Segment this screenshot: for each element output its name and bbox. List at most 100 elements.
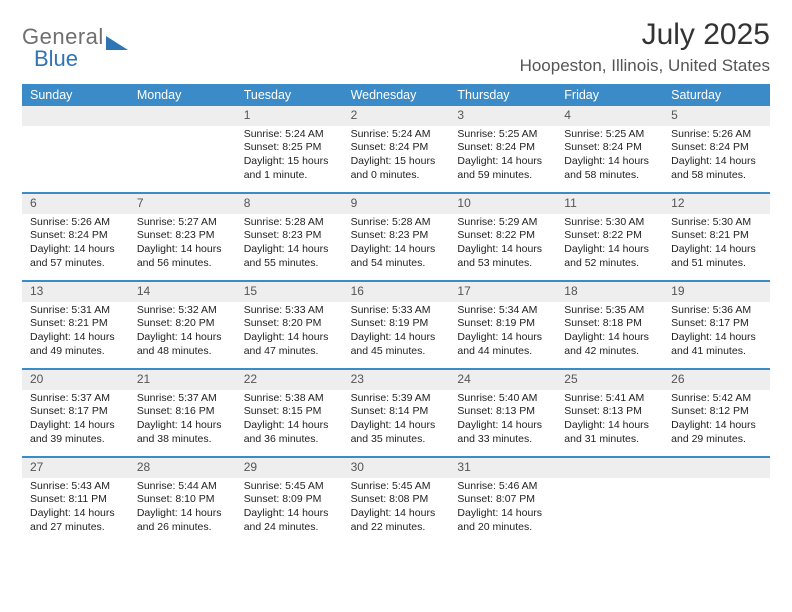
daylight-text-1: Daylight: 14 hours (564, 243, 655, 257)
daylight-text-2: and 26 minutes. (137, 521, 228, 535)
daylight-text-1: Daylight: 14 hours (244, 331, 335, 345)
calendar-cell: 1Sunrise: 5:24 AMSunset: 8:25 PMDaylight… (236, 106, 343, 192)
col-sunday: Sunday (22, 84, 129, 106)
day-number: 9 (343, 194, 450, 214)
calendar-cell: 8Sunrise: 5:28 AMSunset: 8:23 PMDaylight… (236, 194, 343, 280)
day-body: Sunrise: 5:24 AMSunset: 8:24 PMDaylight:… (343, 126, 450, 187)
day-body (129, 126, 236, 186)
sunrise-text: Sunrise: 5:45 AM (351, 480, 442, 494)
daylight-text-1: Daylight: 14 hours (457, 419, 548, 433)
daylight-text-1: Daylight: 14 hours (457, 155, 548, 169)
day-body: Sunrise: 5:27 AMSunset: 8:23 PMDaylight:… (129, 214, 236, 275)
calendar-cell: 27Sunrise: 5:43 AMSunset: 8:11 PMDayligh… (22, 458, 129, 544)
day-body: Sunrise: 5:44 AMSunset: 8:10 PMDaylight:… (129, 478, 236, 539)
day-number: 18 (556, 282, 663, 302)
calendar-cell: 2Sunrise: 5:24 AMSunset: 8:24 PMDaylight… (343, 106, 450, 192)
day-number: 23 (343, 370, 450, 390)
col-friday: Friday (556, 84, 663, 106)
day-body: Sunrise: 5:31 AMSunset: 8:21 PMDaylight:… (22, 302, 129, 363)
sunrise-text: Sunrise: 5:28 AM (351, 216, 442, 230)
sunrise-text: Sunrise: 5:30 AM (564, 216, 655, 230)
daylight-text-1: Daylight: 15 hours (351, 155, 442, 169)
sunrise-text: Sunrise: 5:29 AM (457, 216, 548, 230)
daylight-text-2: and 56 minutes. (137, 257, 228, 271)
day-body: Sunrise: 5:39 AMSunset: 8:14 PMDaylight:… (343, 390, 450, 451)
sunrise-text: Sunrise: 5:26 AM (30, 216, 121, 230)
sunrise-text: Sunrise: 5:35 AM (564, 304, 655, 318)
day-number: 15 (236, 282, 343, 302)
daylight-text-1: Daylight: 14 hours (244, 243, 335, 257)
daylight-text-2: and 29 minutes. (671, 433, 762, 447)
daylight-text-1: Daylight: 14 hours (244, 419, 335, 433)
day-body: Sunrise: 5:28 AMSunset: 8:23 PMDaylight:… (236, 214, 343, 275)
daylight-text-1: Daylight: 14 hours (457, 331, 548, 345)
daylight-text-2: and 51 minutes. (671, 257, 762, 271)
daylight-text-2: and 59 minutes. (457, 169, 548, 183)
day-number: 6 (22, 194, 129, 214)
daylight-text-2: and 24 minutes. (244, 521, 335, 535)
day-number: 4 (556, 106, 663, 126)
sunrise-text: Sunrise: 5:26 AM (671, 128, 762, 142)
calendar-cell (556, 458, 663, 544)
day-number: 24 (449, 370, 556, 390)
day-number: 19 (663, 282, 770, 302)
sunset-text: Sunset: 8:19 PM (351, 317, 442, 331)
sunset-text: Sunset: 8:09 PM (244, 493, 335, 507)
day-body: Sunrise: 5:41 AMSunset: 8:13 PMDaylight:… (556, 390, 663, 451)
col-saturday: Saturday (663, 84, 770, 106)
calendar-cell: 17Sunrise: 5:34 AMSunset: 8:19 PMDayligh… (449, 282, 556, 368)
sunrise-text: Sunrise: 5:44 AM (137, 480, 228, 494)
day-body: Sunrise: 5:38 AMSunset: 8:15 PMDaylight:… (236, 390, 343, 451)
sunrise-text: Sunrise: 5:37 AM (30, 392, 121, 406)
daylight-text-1: Daylight: 14 hours (564, 331, 655, 345)
daylight-text-2: and 31 minutes. (564, 433, 655, 447)
day-body: Sunrise: 5:33 AMSunset: 8:20 PMDaylight:… (236, 302, 343, 363)
col-thursday: Thursday (449, 84, 556, 106)
sunset-text: Sunset: 8:23 PM (351, 229, 442, 243)
day-number (663, 458, 770, 478)
calendar-cell: 12Sunrise: 5:30 AMSunset: 8:21 PMDayligh… (663, 194, 770, 280)
sunset-text: Sunset: 8:13 PM (457, 405, 548, 419)
day-number: 28 (129, 458, 236, 478)
day-number: 22 (236, 370, 343, 390)
daylight-text-1: Daylight: 14 hours (351, 419, 442, 433)
calendar-cell: 24Sunrise: 5:40 AMSunset: 8:13 PMDayligh… (449, 370, 556, 456)
sunset-text: Sunset: 8:16 PM (137, 405, 228, 419)
calendar-cell: 20Sunrise: 5:37 AMSunset: 8:17 PMDayligh… (22, 370, 129, 456)
daylight-text-1: Daylight: 14 hours (351, 331, 442, 345)
sunset-text: Sunset: 8:22 PM (564, 229, 655, 243)
calendar-cell: 19Sunrise: 5:36 AMSunset: 8:17 PMDayligh… (663, 282, 770, 368)
day-number: 27 (22, 458, 129, 478)
day-body: Sunrise: 5:40 AMSunset: 8:13 PMDaylight:… (449, 390, 556, 451)
day-body: Sunrise: 5:26 AMSunset: 8:24 PMDaylight:… (663, 126, 770, 187)
daylight-text-2: and 53 minutes. (457, 257, 548, 271)
daylight-text-1: Daylight: 15 hours (244, 155, 335, 169)
calendar-row: 27Sunrise: 5:43 AMSunset: 8:11 PMDayligh… (22, 458, 770, 544)
day-number: 12 (663, 194, 770, 214)
calendar-cell: 11 Sunrise: 5:30 AMSunset: 8:22 PMDayligh… (556, 194, 663, 280)
calendar-cell (129, 106, 236, 192)
daylight-text-2: and 0 minutes. (351, 169, 442, 183)
sunset-text: Sunset: 8:14 PM (351, 405, 442, 419)
sunset-text: Sunset: 8:19 PM (457, 317, 548, 331)
day-body: Sunrise: 5:29 AMSunset: 8:22 PMDaylight:… (449, 214, 556, 275)
day-number (22, 106, 129, 126)
day-number: 14 (129, 282, 236, 302)
daylight-text-2: and 58 minutes. (564, 169, 655, 183)
daylight-text-2: and 39 minutes. (30, 433, 121, 447)
sunset-text: Sunset: 8:15 PM (244, 405, 335, 419)
day-number: 3 (449, 106, 556, 126)
daylight-text-1: Daylight: 14 hours (30, 243, 121, 257)
sunrise-text: Sunrise: 5:37 AM (137, 392, 228, 406)
daylight-text-1: Daylight: 14 hours (671, 419, 762, 433)
calendar-row: 6Sunrise: 5:26 AMSunset: 8:24 PMDaylight… (22, 194, 770, 282)
sunrise-text: Sunrise: 5:34 AM (457, 304, 548, 318)
sunset-text: Sunset: 8:07 PM (457, 493, 548, 507)
calendar-cell: 4Sunrise: 5:25 AMSunset: 8:24 PMDaylight… (556, 106, 663, 192)
day-number: 11 (556, 194, 663, 214)
sunrise-text: Sunrise: 5:39 AM (351, 392, 442, 406)
calendar-cell: 18Sunrise: 5:35 AMSunset: 8:18 PMDayligh… (556, 282, 663, 368)
brand-logo: General Blue (22, 18, 128, 72)
sunrise-text: Sunrise: 5:38 AM (244, 392, 335, 406)
calendar-row: 20Sunrise: 5:37 AMSunset: 8:17 PMDayligh… (22, 370, 770, 458)
